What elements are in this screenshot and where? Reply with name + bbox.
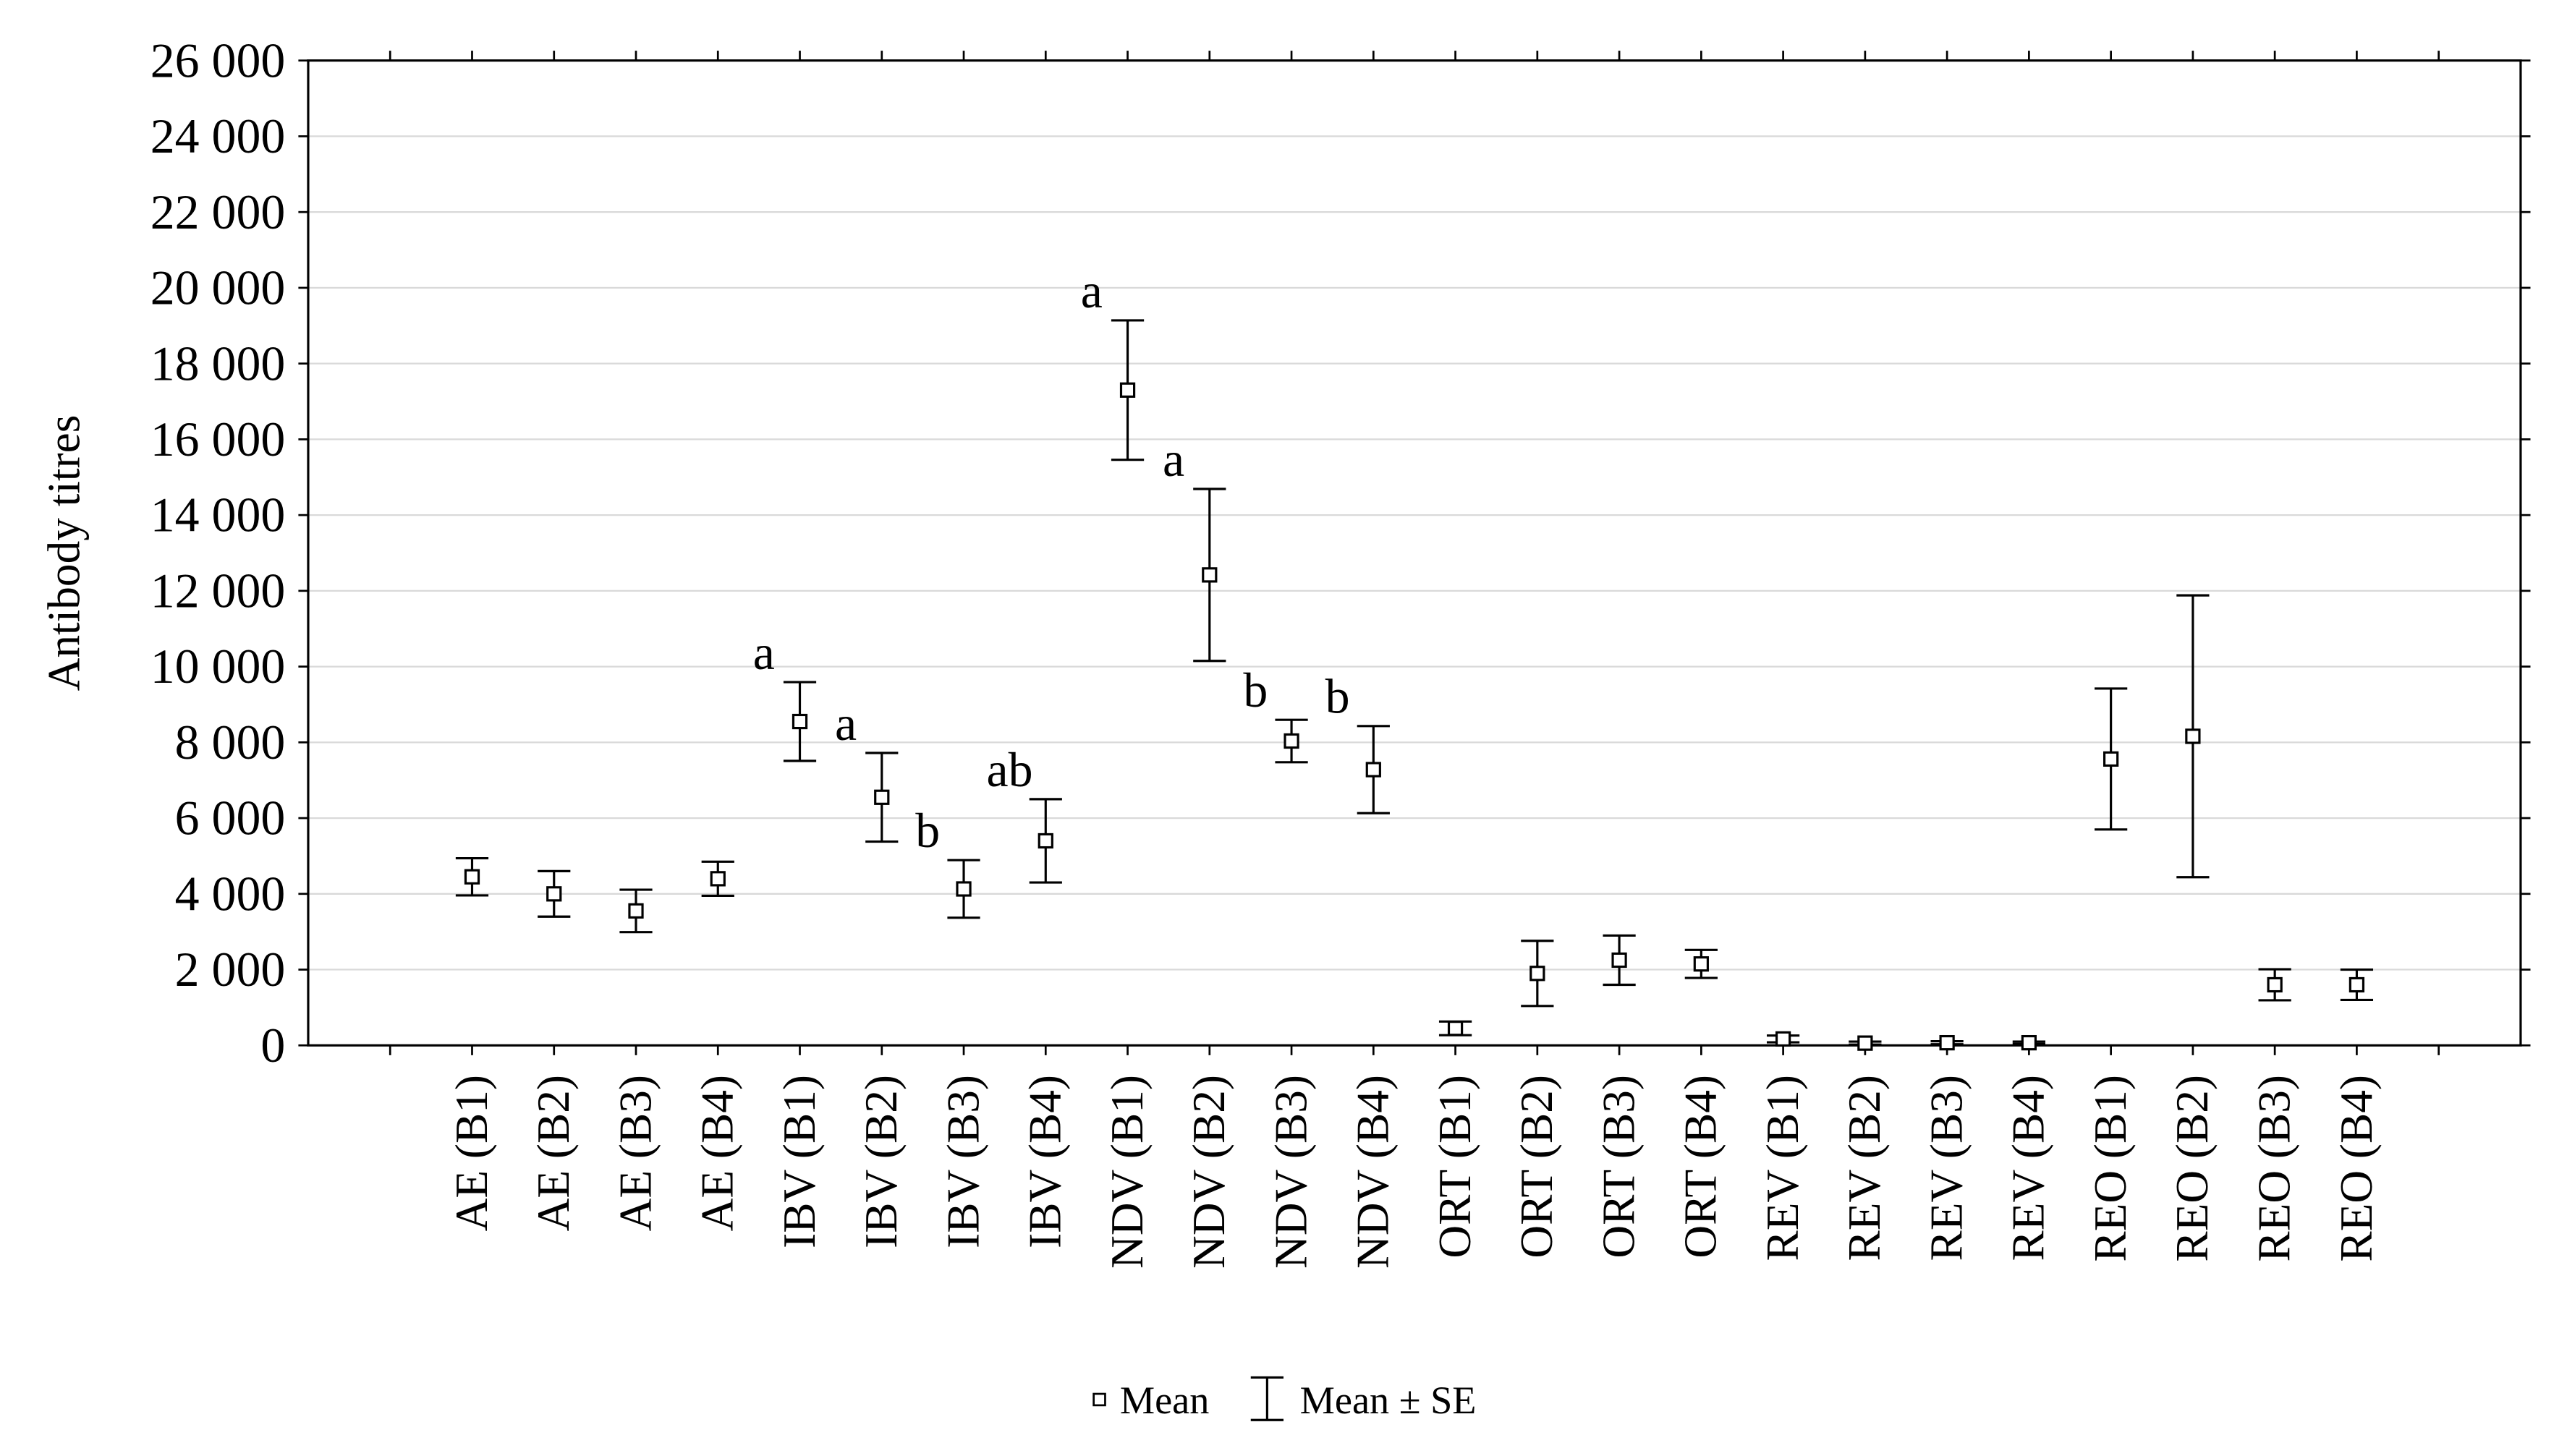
x-tick-label: REO (B2)	[2167, 1075, 2218, 1262]
mean-marker	[2021, 1034, 2037, 1051]
legend-marker	[1092, 1392, 1106, 1407]
mean-marker	[1775, 1031, 1791, 1047]
group-letter: a	[835, 697, 857, 751]
mean-marker	[710, 871, 726, 887]
group-letter: b	[1325, 670, 1350, 724]
y-tick-label: 10 000	[150, 639, 286, 694]
x-tick-label: IBV (B3)	[938, 1075, 988, 1248]
mean-marker	[2267, 976, 2283, 993]
mean-marker	[1529, 966, 1545, 982]
y-tick-label: 24 000	[150, 109, 286, 163]
mean-marker	[628, 903, 644, 919]
y-tick-label: 8 000	[175, 715, 286, 770]
mean-marker	[1202, 567, 1218, 583]
x-tick-label: REO (B4)	[2331, 1075, 2382, 1262]
y-tick-label: 18 000	[150, 336, 286, 391]
group-letter: a	[753, 626, 775, 680]
x-tick-label: ORT (B3)	[1593, 1075, 1644, 1259]
mean-marker	[1857, 1035, 1873, 1051]
y-tick-label: 14 000	[150, 488, 286, 542]
mean-marker	[1939, 1034, 1955, 1051]
x-tick-label: IBV (B4)	[1020, 1075, 1071, 1248]
x-tick-label: AE (B3)	[610, 1075, 661, 1231]
mean-marker	[956, 881, 972, 897]
x-tick-label: REO (B1)	[2085, 1075, 2136, 1262]
x-tick-label: ORT (B1)	[1430, 1075, 1480, 1259]
mean-marker	[874, 789, 890, 805]
mean-marker	[2349, 976, 2365, 993]
y-tick-label: 4 000	[175, 867, 286, 921]
mean-marker	[2103, 751, 2119, 767]
group-letter: a	[1081, 264, 1103, 318]
legend-label: Mean	[1120, 1379, 1210, 1422]
mean-marker	[1447, 1021, 1464, 1036]
x-tick-label: NDV (B2)	[1184, 1075, 1234, 1269]
x-tick-label: REV (B1)	[1757, 1075, 1808, 1261]
group-letter: b	[915, 804, 940, 858]
mean-marker	[464, 869, 480, 885]
y-tick-label: 22 000	[150, 185, 286, 239]
mean-marker	[1284, 733, 1299, 749]
x-tick-label: IBV (B1)	[774, 1075, 825, 1248]
legend-label: Mean ± SE	[1300, 1379, 1477, 1422]
mean-marker	[546, 886, 562, 902]
x-tick-label: REV (B4)	[2003, 1075, 2054, 1261]
group-letter: ab	[987, 743, 1033, 797]
x-tick-label: REV (B2)	[1839, 1075, 1890, 1261]
mean-marker	[2185, 728, 2201, 744]
x-tick-label: AE (B2)	[528, 1075, 579, 1231]
y-axis-label: Antibody titres	[38, 415, 89, 691]
y-tick-label: 16 000	[150, 412, 286, 467]
y-tick-label: 26 000	[150, 33, 286, 88]
y-tick-label: 6 000	[175, 791, 286, 846]
y-tick-label: 0	[260, 1018, 285, 1073]
x-tick-label: NDV (B4)	[1348, 1075, 1399, 1269]
x-tick-label: NDV (B3)	[1265, 1075, 1316, 1269]
x-tick-label: REO (B3)	[2249, 1075, 2300, 1262]
mean-marker	[1611, 952, 1627, 968]
x-tick-label: ORT (B2)	[1511, 1075, 1562, 1259]
y-tick-label: 20 000	[150, 261, 286, 315]
mean-marker	[1119, 382, 1136, 398]
x-tick-label: AE (B1)	[446, 1075, 497, 1231]
group-letter: b	[1243, 663, 1268, 718]
x-tick-label: REV (B3)	[1921, 1075, 1972, 1261]
mean-marker	[1038, 833, 1053, 849]
plot-frame	[307, 59, 2522, 1047]
mean-marker	[1693, 956, 1709, 972]
x-tick-label: ORT (B4)	[1676, 1075, 1726, 1259]
y-tick-label: 2 000	[175, 942, 286, 997]
x-tick-label: IBV (B2)	[856, 1075, 907, 1248]
group-letter: a	[1163, 433, 1184, 487]
x-tick-label: AE (B4)	[692, 1075, 743, 1231]
y-tick-label: 12 000	[150, 563, 286, 618]
mean-marker	[792, 713, 808, 730]
mean-marker	[1365, 762, 1381, 778]
x-tick-label: NDV (B1)	[1102, 1075, 1153, 1269]
